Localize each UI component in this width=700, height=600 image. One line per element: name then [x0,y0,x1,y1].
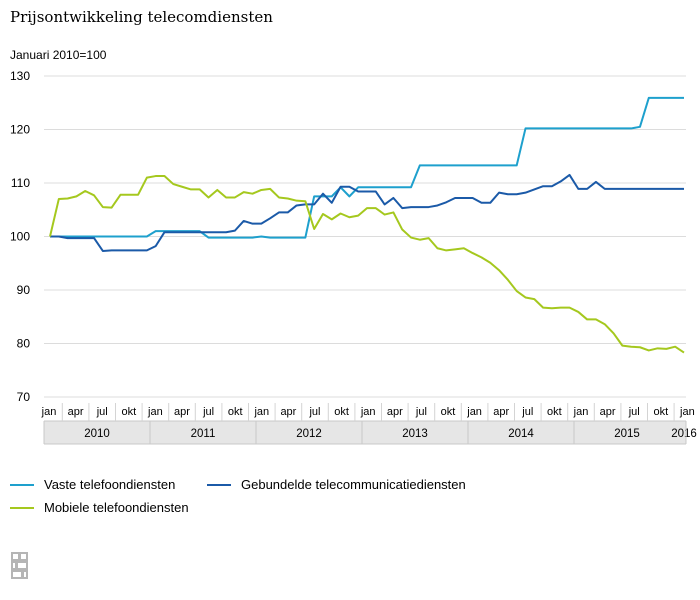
legend-swatch-gebundeld [207,483,231,486]
gridlines [44,75,686,398]
year-label-2010: 2010 [84,428,110,440]
legend-item-vaste: Vaste telefoondiensten [10,477,175,492]
y-tick-label-100: 100 [10,230,30,244]
x-tick-label-7: okt [228,406,243,418]
y-tick-label-80: 80 [17,337,31,351]
cbs-logo [11,552,28,579]
legend-label-vaste: Vaste telefoondiensten [44,477,176,492]
x-tick-label-0: jan [41,406,57,418]
x-tick-label-21: apr [600,406,616,418]
legend-item-gebundeld: Gebundelde telecommunicatiediensten [207,477,466,492]
x-tick-label-5: apr [174,406,190,418]
y-tick-label-120: 120 [10,123,30,137]
series-line-2 [49,175,685,354]
x-tick-label-15: okt [441,406,456,418]
x-tick-label-23: okt [653,406,668,418]
x-tick-label-9: apr [280,406,296,418]
x-tick-label-4: jan [147,406,163,418]
year-band [44,421,686,444]
year-label-2012: 2012 [296,428,322,440]
x-tick-label-3: okt [121,406,136,418]
legend-label-gebundeld: Gebundelde telecommunicatiediensten [241,477,466,492]
year-label-2013: 2013 [402,428,428,440]
year-label-2015: 2015 [614,428,640,440]
x-tick-label-10: jul [308,406,320,418]
x-tick-label-11: okt [334,406,349,418]
y-tick-label-110: 110 [11,176,30,190]
series-line-1 [50,173,684,252]
x-tick-label-20: jan [573,406,589,418]
x-tick-label-18: jul [521,406,533,418]
x-tick-label-12: jan [360,406,376,418]
x-tick-label-2: jul [96,406,108,418]
legend-label-mobiel: Mobiele telefoondiensten [44,500,189,515]
x-tick-label-14: jul [415,406,427,418]
y-tick-label-90: 90 [17,283,31,297]
x-tick-label-24: jan [679,406,695,418]
x-tick-label-22: jul [628,406,640,418]
x-tick-label-13: apr [387,406,403,418]
y-tick-label-70: 70 [17,390,31,404]
x-tick-label-17: apr [493,406,509,418]
x-tick-label-19: okt [547,406,562,418]
x-tick-label-8: jan [253,406,269,418]
x-axis: jan apr jul okt jan apr jul okt jan apr jul okt jan a… [41,403,697,445]
x-tick-label-16: jan [466,406,482,418]
year-label-2016: 2016 [671,428,697,440]
series-line-0 [50,96,684,239]
year-label-2014: 2014 [508,428,534,440]
x-tick-label-6: jul [202,406,214,418]
year-label-2011: 2011 [191,428,216,440]
series-lines [49,96,685,354]
legend-item-mobiel: Mobiele telefoondiensten [10,500,189,515]
y-axis: 70 80 90 100 110 120 130 [10,69,30,404]
chart-subtitle: Januari 2010=100 [10,48,107,62]
legend-swatch-mobiel [10,506,34,509]
chart-title: Prijsontwikkeling telecomdiensten [10,8,273,26]
x-tick-label-1: apr [68,406,84,418]
legend-swatch-vaste [10,483,34,486]
y-tick-label-130: 130 [10,69,30,83]
